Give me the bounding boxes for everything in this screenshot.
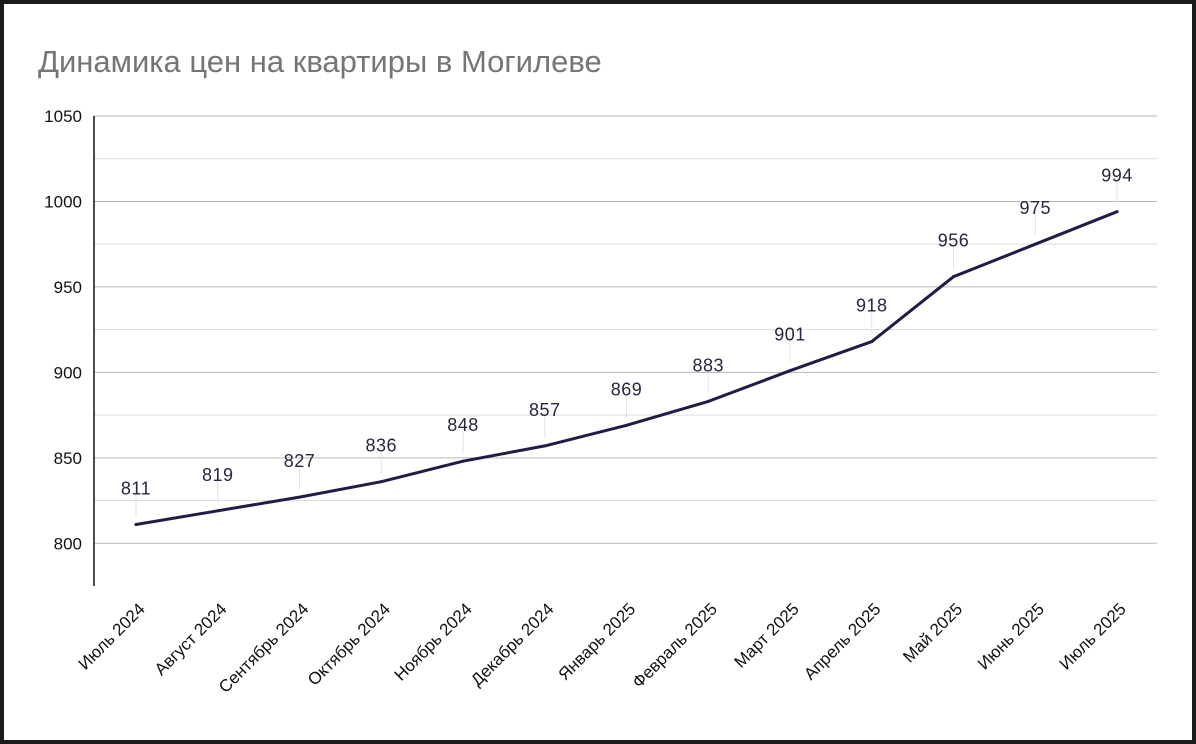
data-point (1033, 242, 1037, 246)
data-label: 827 (284, 451, 316, 471)
data-point (1115, 210, 1119, 214)
x-tick-label: Октябрь 2024 (304, 599, 394, 689)
x-tick-label: Апрель 2025 (800, 599, 884, 683)
y-tick-label: 1050 (44, 107, 82, 126)
line-chart: 800 850 900 950 1000 1050 811 819 827 836 848 857 86… (44, 107, 1157, 697)
data-point (379, 480, 383, 484)
series-line (134, 210, 1119, 526)
x-tick-label: Август 2024 (151, 599, 231, 679)
data-point (543, 444, 547, 448)
y-tick-label: 1000 (44, 192, 82, 211)
y-tick-label: 950 (54, 278, 82, 297)
y-tick-label: 850 (54, 449, 82, 468)
chart-title: Динамика цен на квартиры в Могилеве (38, 44, 602, 79)
y-tick-label: 900 (54, 363, 82, 382)
data-label: 975 (1019, 198, 1051, 218)
x-tick-label: Ноябрь 2024 (391, 599, 476, 684)
data-point (216, 509, 220, 513)
x-tick-label: Март 2025 (731, 599, 803, 671)
x-tick-label: Декабрь 2024 (467, 599, 557, 689)
chart-frame: Динамика цен на квартиры в Могилеве 800 8… (4, 4, 1192, 740)
data-label: 848 (447, 415, 479, 435)
data-label: 857 (529, 400, 561, 420)
data-label: 994 (1101, 166, 1133, 186)
data-point (298, 495, 301, 499)
data-label: 956 (938, 231, 970, 251)
data-label: 901 (774, 325, 806, 345)
data-label: 819 (202, 465, 234, 485)
data-point (788, 369, 792, 373)
data-point (706, 399, 710, 403)
data-point (952, 275, 955, 279)
data-point (625, 423, 628, 427)
x-tick-label: Май 2025 (899, 599, 966, 666)
data-label: 811 (121, 478, 151, 498)
data-label: 869 (611, 379, 643, 399)
data-label: 918 (856, 296, 888, 316)
x-tick-label: Сентябрь 2024 (215, 599, 312, 696)
y-tick-label: 800 (54, 534, 82, 553)
x-tick-label: Июль 2025 (1056, 599, 1130, 673)
data-point (461, 459, 465, 463)
data-point (870, 340, 874, 344)
data-label: 836 (365, 436, 397, 456)
x-tick-label: Июль 2024 (75, 599, 149, 673)
x-tick-label: Июнь 2025 (974, 599, 1048, 673)
x-tick-label: Январь 2025 (555, 599, 640, 684)
data-point (134, 522, 138, 526)
x-tick-label: Февраль 2025 (629, 599, 721, 691)
data-label: 883 (692, 355, 724, 375)
